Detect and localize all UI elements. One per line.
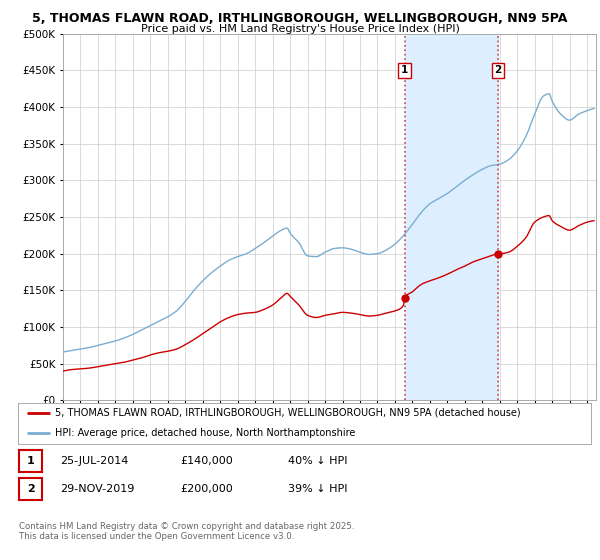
Bar bbox=[404, 34, 498, 400]
Text: 25-JUL-2014: 25-JUL-2014 bbox=[60, 456, 128, 466]
Text: Contains HM Land Registry data © Crown copyright and database right 2025.
This d: Contains HM Land Registry data © Crown c… bbox=[19, 522, 355, 542]
Text: 2: 2 bbox=[27, 484, 34, 494]
Text: 1: 1 bbox=[401, 66, 409, 75]
Text: 5, THOMAS FLAWN ROAD, IRTHLINGBOROUGH, WELLINGBOROUGH, NN9 5PA (detached house): 5, THOMAS FLAWN ROAD, IRTHLINGBOROUGH, W… bbox=[55, 408, 521, 418]
Text: 29-NOV-2019: 29-NOV-2019 bbox=[60, 484, 134, 494]
Text: HPI: Average price, detached house, North Northamptonshire: HPI: Average price, detached house, Nort… bbox=[55, 428, 356, 438]
Text: £140,000: £140,000 bbox=[180, 456, 233, 466]
Text: £200,000: £200,000 bbox=[180, 484, 233, 494]
Text: 1: 1 bbox=[27, 456, 34, 466]
Text: 2: 2 bbox=[494, 66, 502, 75]
Text: 39% ↓ HPI: 39% ↓ HPI bbox=[288, 484, 347, 494]
Text: 5, THOMAS FLAWN ROAD, IRTHLINGBOROUGH, WELLINGBOROUGH, NN9 5PA: 5, THOMAS FLAWN ROAD, IRTHLINGBOROUGH, W… bbox=[32, 12, 568, 25]
Text: 40% ↓ HPI: 40% ↓ HPI bbox=[288, 456, 347, 466]
Text: Price paid vs. HM Land Registry's House Price Index (HPI): Price paid vs. HM Land Registry's House … bbox=[140, 24, 460, 34]
